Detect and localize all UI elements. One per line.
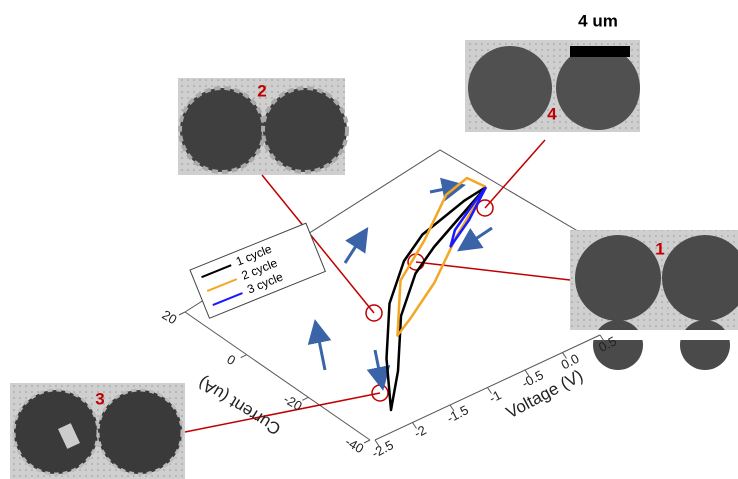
inset-label: 2 [257, 81, 266, 100]
inset-label: 3 [95, 389, 104, 408]
scale-bar-label: 4 um [578, 11, 618, 30]
figure: 4 um 4 2 1 3 Voltage (V) Current (uA) -2… [0, 0, 738, 479]
y-tick-label: 20 [160, 307, 180, 327]
y-tick [241, 355, 247, 358]
x-tick-label: -2.5 [369, 437, 396, 461]
inset-2: 2 [178, 78, 347, 175]
inset-3: 3 [10, 383, 185, 479]
inset-1: 1 [570, 230, 738, 370]
inset-4: 4 um 4 [465, 11, 640, 132]
series-line [387, 187, 487, 410]
inset-label: 4 [547, 104, 557, 123]
y-tick-label: -20 [281, 391, 305, 413]
inset-label: 1 [655, 239, 664, 258]
y-tick-label: 0 [224, 351, 238, 368]
y-tick-label: -40 [343, 434, 367, 456]
y-axis-label: Current (uA) [195, 373, 284, 439]
